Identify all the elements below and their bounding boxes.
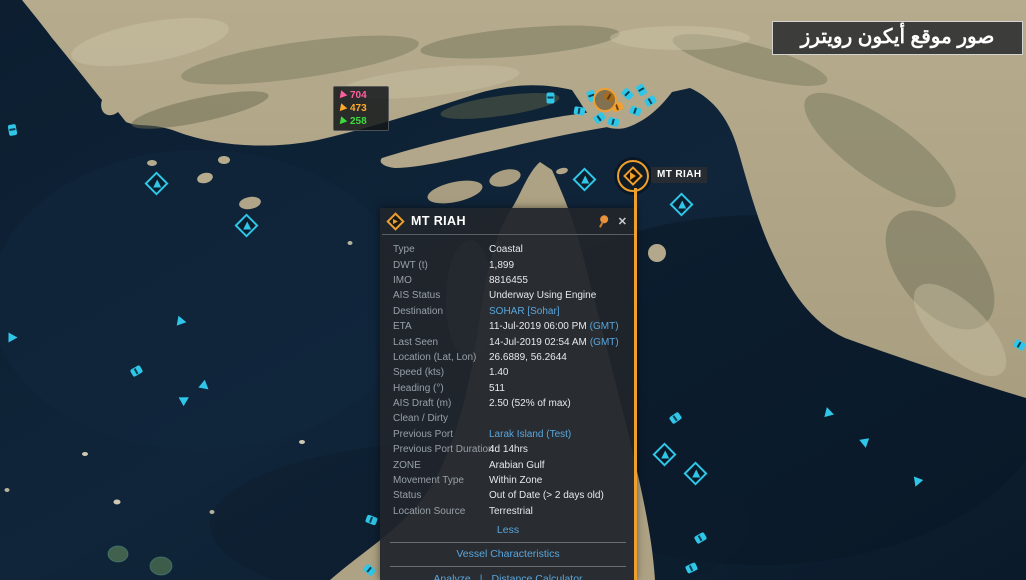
cluster-row[interactable]: 704 <box>336 89 384 102</box>
field-row: AIS Draft (m) 2.50 (52% of max) <box>393 398 571 410</box>
source-watermark: صور موقع أيكون رويترز <box>772 21 1023 55</box>
field-row: Clean / Dirty <box>393 413 449 425</box>
field-row: Type Coastal <box>393 244 523 256</box>
fleet-cluster-ring[interactable] <box>593 88 617 112</box>
field-row: Movement Type Within Zone <box>393 475 543 487</box>
cluster-arrow-icon <box>336 116 348 127</box>
selected-vessel-marker[interactable] <box>617 160 649 192</box>
vessel-icon-moored[interactable] <box>546 92 555 104</box>
cluster-row[interactable]: 473 <box>336 102 384 115</box>
vessel-icon-underway[interactable] <box>176 315 188 328</box>
vessel-icon-underway[interactable] <box>8 332 18 343</box>
destination-link[interactable]: SOHAR [Sohar] <box>489 305 560 317</box>
field-row: Location (Lat, Lon) 26.6889, 56.2644 <box>393 351 567 363</box>
field-row: ZONE Arabian Gulf <box>393 459 545 471</box>
field-row: ETA 11-Jul-2019 06:00 PM (GMT) <box>393 321 619 333</box>
vessel-cluster-counts[interactable]: 704 473 258 <box>333 86 389 131</box>
footer-separator: | <box>479 573 483 580</box>
vessel-icon-underway[interactable] <box>859 438 871 449</box>
cluster-count: 258 <box>350 116 367 127</box>
field-row: Location Source Terrestrial <box>393 505 533 517</box>
vessel-icon-moored[interactable] <box>573 106 586 116</box>
divider <box>390 542 626 544</box>
vessel-details-popup: MT RIAH ✕ Type Coastal DWT (t) 1,899 IMO 88… <box>380 208 636 580</box>
close-icon[interactable]: ✕ <box>617 215 627 228</box>
field-row: Status Out of Date (> 2 days old) <box>393 490 604 502</box>
field-row: IMO 8816455 <box>393 274 528 286</box>
selected-vessel-label[interactable]: MT RIAH <box>651 167 708 183</box>
vessel-characteristics-link[interactable]: Vessel Characteristics <box>456 548 560 561</box>
analyze-link[interactable]: Analyze <box>433 573 471 580</box>
less-link[interactable]: Less <box>496 524 520 537</box>
cluster-count: 704 <box>350 90 367 101</box>
popup-header: MT RIAH ✕ <box>380 208 636 234</box>
marker-leader-line <box>634 188 637 580</box>
timezone-link[interactable]: (GMT) <box>589 321 619 333</box>
cluster-count: 473 <box>350 103 367 114</box>
field-row: Previous Port Duration 4d 14hrs <box>393 444 528 456</box>
field-row: Speed (kts) 1.40 <box>393 367 509 379</box>
cluster-arrow-icon <box>336 103 348 114</box>
vessel-heading-arrow-icon <box>630 172 636 180</box>
popup-title: MT RIAH <box>411 214 466 228</box>
divider <box>382 234 634 235</box>
field-row: Destination SOHAR [Sohar] <box>393 305 560 317</box>
distance-calculator-link[interactable]: Distance Calculator <box>491 573 583 580</box>
field-row: Previous Port Larak Island (Test) <box>393 428 572 440</box>
popup-footer-actions: Analyze | Distance Calculator <box>380 573 636 580</box>
field-row: Last Seen 14-Jul-2019 02:54 AM (GMT) <box>393 336 619 348</box>
popup-fields: Type Coastal DWT (t) 1,899 IMO 8816455 AIS … <box>380 235 636 519</box>
previous-port-link[interactable]: Larak Island (Test) <box>489 428 572 440</box>
field-row: DWT (t) 1,899 <box>393 259 515 271</box>
cluster-row[interactable]: 258 <box>336 115 384 128</box>
field-row: Heading (°) 511 <box>393 382 505 394</box>
divider <box>390 566 626 568</box>
timezone-link[interactable]: (GMT) <box>589 336 619 348</box>
field-row: AIS Status Underway Using Engine <box>393 290 597 302</box>
vessel-icon-moored[interactable] <box>7 123 18 137</box>
vessel-type-icon <box>386 211 405 231</box>
cluster-arrow-icon <box>336 90 348 101</box>
